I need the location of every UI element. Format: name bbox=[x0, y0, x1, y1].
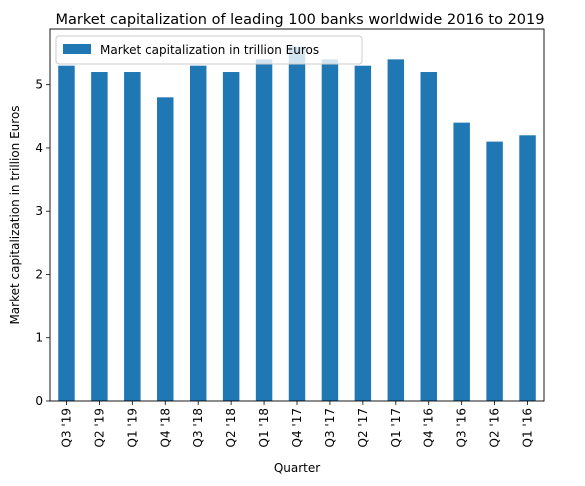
bar bbox=[124, 72, 141, 401]
legend-swatch bbox=[63, 44, 91, 54]
x-tick-label: Q1 '17 bbox=[389, 408, 403, 447]
y-tick-label: 0 bbox=[35, 394, 43, 408]
y-tick-label: 1 bbox=[35, 331, 43, 345]
x-tick-label: Q4 '18 bbox=[158, 408, 172, 447]
legend-label: Market capitalization in trillion Euros bbox=[100, 43, 319, 57]
x-tick-label: Q2 '19 bbox=[92, 408, 106, 447]
x-tick-label: Q1 '18 bbox=[257, 408, 271, 447]
bar bbox=[58, 65, 75, 401]
y-axis: 0 1 2 3 4 5 bbox=[35, 78, 50, 408]
x-tick-label: Q1 '19 bbox=[125, 408, 139, 447]
x-tick-label: Q3 '18 bbox=[191, 408, 205, 447]
x-axis: Q3 '19 Q2 '19 Q1 '19 Q4 '18 Q3 '18 Q2 '18 Q1 '… bbox=[59, 401, 535, 447]
bar bbox=[157, 97, 174, 401]
bar bbox=[354, 65, 372, 401]
x-tick-label: Q2 '18 bbox=[224, 408, 238, 447]
x-tick-label: Q3 '17 bbox=[323, 408, 337, 447]
bar bbox=[387, 59, 405, 402]
legend-box bbox=[55, 35, 363, 65]
bar bbox=[420, 72, 437, 401]
bar bbox=[519, 135, 536, 402]
x-axis-label: Quarter bbox=[274, 461, 320, 475]
y-axis-label: Market capitalization in trillion Euros bbox=[8, 105, 22, 324]
x-tick-label: Q1 '16 bbox=[521, 408, 535, 447]
bar bbox=[189, 65, 207, 401]
bar bbox=[453, 122, 470, 401]
x-tick-label: Q2 '17 bbox=[356, 408, 370, 447]
bar bbox=[91, 72, 108, 401]
plot-frame bbox=[49, 28, 545, 402]
y-tick-label: 3 bbox=[35, 204, 43, 218]
x-tick-label: Q4 '17 bbox=[290, 408, 304, 447]
y-tick-label: 5 bbox=[35, 78, 43, 92]
x-tick-label: Q4 '16 bbox=[422, 408, 436, 447]
y-tick-label: 4 bbox=[35, 141, 43, 155]
legend: Market capitalization in trillion Euros bbox=[55, 35, 363, 65]
x-tick-label: Q3 '19 bbox=[59, 408, 73, 447]
bar bbox=[321, 59, 339, 402]
bar bbox=[255, 59, 273, 402]
y-tick-label: 2 bbox=[35, 267, 43, 281]
bar bbox=[222, 72, 240, 401]
bar bbox=[486, 141, 503, 401]
x-tick-label: Q3 '16 bbox=[455, 408, 469, 447]
bars-group bbox=[58, 46, 536, 402]
x-tick-label: Q2 '16 bbox=[488, 408, 502, 447]
chart-title: Market capitalization of leading 100 ban… bbox=[56, 12, 545, 28]
bar bbox=[288, 46, 306, 401]
